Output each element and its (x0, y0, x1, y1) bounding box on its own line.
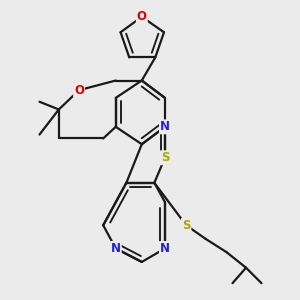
Text: O: O (74, 84, 84, 97)
Text: N: N (111, 242, 121, 255)
Text: S: S (161, 151, 169, 164)
Text: O: O (137, 10, 147, 23)
Text: N: N (160, 120, 170, 133)
Text: N: N (160, 242, 170, 255)
Text: S: S (182, 219, 190, 232)
